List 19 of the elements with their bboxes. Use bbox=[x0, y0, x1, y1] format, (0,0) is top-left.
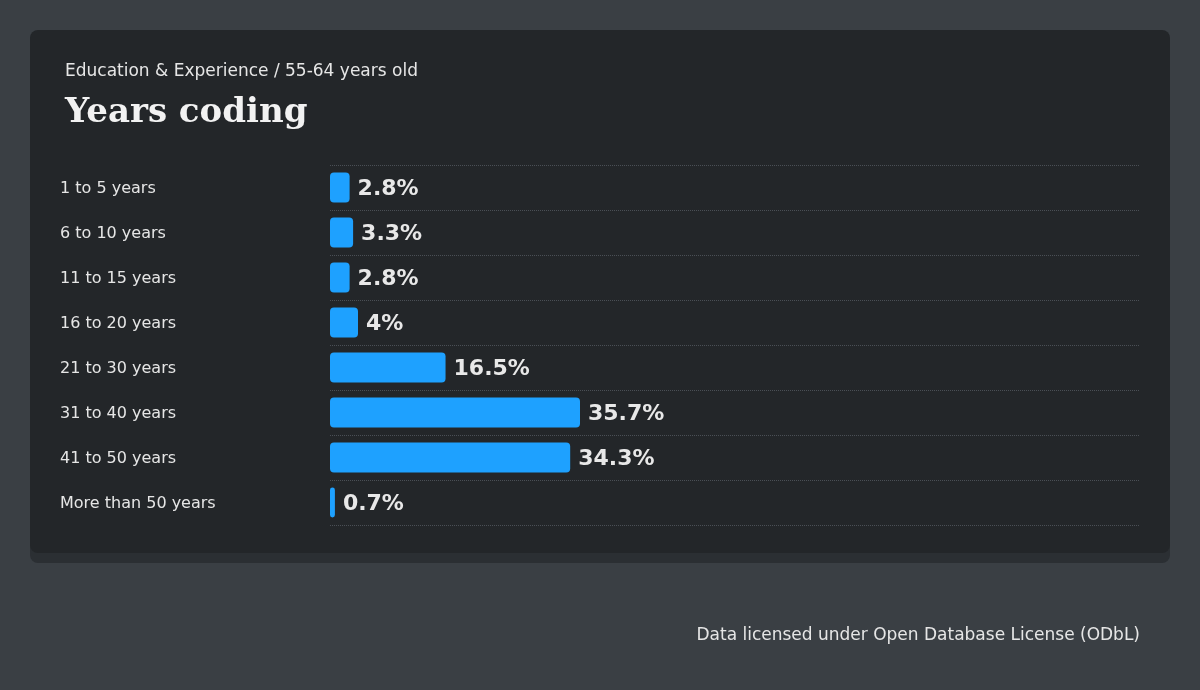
data-label: 3.3% bbox=[361, 220, 423, 245]
y-tick-label: More than 50 years bbox=[60, 493, 216, 512]
y-tick-label: 16 to 20 years bbox=[60, 313, 177, 332]
y-tick-label: 11 to 15 years bbox=[60, 268, 177, 287]
y-tick-label: 41 to 50 years bbox=[60, 448, 177, 467]
y-tick-label: 31 to 40 years bbox=[60, 403, 177, 422]
text: Data licensed under Open Database License (ODbL) bbox=[696, 623, 1140, 644]
y-tick-label: 1 to 5 years bbox=[60, 178, 156, 197]
data-label: 4% bbox=[366, 310, 404, 335]
data-label: 35.7% bbox=[588, 400, 665, 425]
y-tick-label: 21 to 30 years bbox=[60, 358, 177, 377]
data-label: 16.5% bbox=[453, 355, 530, 380]
chart-title: Years coding bbox=[64, 90, 308, 130]
data-label: 2.8% bbox=[357, 175, 419, 200]
chart-subtitle: Education & Experience / 55-64 years old bbox=[65, 59, 418, 80]
data-label: 2.8% bbox=[357, 265, 419, 290]
data-label: 0.7% bbox=[342, 490, 404, 515]
data-label: 34.3% bbox=[578, 445, 655, 470]
y-tick-label: 6 to 10 years bbox=[60, 223, 166, 242]
